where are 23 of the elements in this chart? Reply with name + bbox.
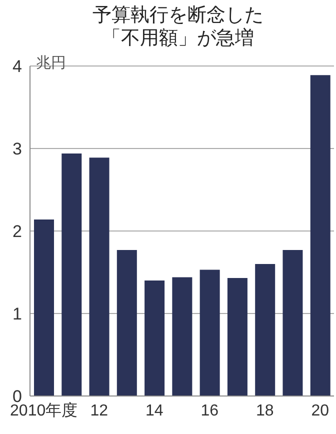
- bar: [62, 153, 82, 396]
- x-tick-label: 14: [145, 402, 164, 420]
- y-axis-title: 兆円: [36, 54, 66, 72]
- bar: [172, 277, 192, 396]
- bar: [144, 280, 165, 396]
- y-tick-label: 2: [12, 222, 22, 242]
- chart-title: 予算執行を断念した「不用額」が急増: [92, 4, 264, 50]
- bar: [227, 278, 248, 396]
- bar: [282, 250, 303, 396]
- y-tick-label: 1: [12, 304, 22, 324]
- y-tick-label: 4: [12, 57, 22, 76]
- y-tick-label: 3: [12, 140, 22, 159]
- x-tick-label: 20: [311, 402, 330, 420]
- x-tick-label: 12: [90, 402, 108, 420]
- bar: [255, 264, 276, 396]
- x-tick-label: 18: [256, 402, 274, 420]
- bar: [89, 158, 110, 396]
- bar: [200, 270, 220, 396]
- bar: [34, 219, 54, 396]
- x-tick-label: 16: [200, 402, 219, 420]
- x-tick-label: 2010年度: [10, 401, 78, 420]
- bar: [310, 75, 330, 396]
- bar: [116, 250, 137, 396]
